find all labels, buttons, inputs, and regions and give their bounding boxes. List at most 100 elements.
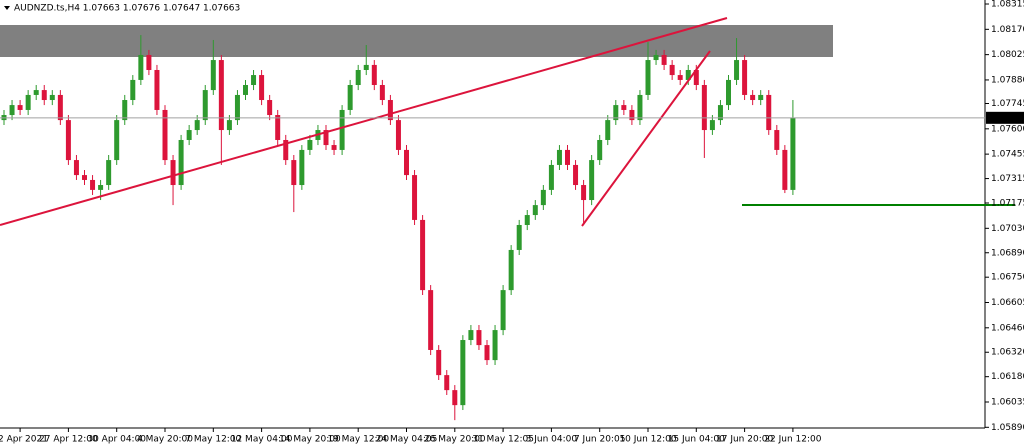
chart-title: AUDNZD.ts,H4 1.07663 1.07676 1.07647 1.0… (14, 4, 240, 14)
candle-body (162, 109, 168, 161)
candle-body (323, 130, 329, 146)
candle-body (565, 149, 570, 165)
candle-body (106, 160, 112, 186)
candle-body (573, 164, 579, 186)
candle-body (291, 160, 297, 186)
candle-body (508, 249, 514, 291)
y-tick-label: 1.06890 (991, 248, 1024, 258)
y-tick-label: 1.06035 (991, 397, 1024, 407)
candle-body (122, 100, 128, 121)
y-tick-label: 1.07880 (991, 75, 1024, 85)
current-price-box (986, 111, 1024, 124)
candle-body (218, 60, 224, 131)
candle-body (613, 105, 619, 121)
candle-body (73, 160, 79, 176)
y-tick-label: 1.07175 (991, 199, 1024, 209)
candle-body (750, 94, 756, 101)
x-tick-label: 12 May 04:00 (231, 435, 293, 445)
current-price-label: 1.07663 (989, 113, 1024, 123)
x-tick-label: 14 May 20:00 (279, 435, 341, 445)
candle-body (412, 175, 418, 220)
y-tick-label: 1.07600 (991, 124, 1024, 134)
candle-body (130, 79, 136, 101)
x-tick-label: 3 Jun 04:00 (526, 435, 578, 445)
candle-body (82, 175, 87, 180)
candle-body (395, 120, 401, 150)
candle-body (186, 130, 192, 140)
trend-line (0, 17, 728, 226)
candles (1, 35, 796, 421)
candle-body (581, 185, 587, 201)
candle-body (669, 64, 675, 76)
candle-body (299, 149, 305, 186)
candle-body (500, 290, 506, 331)
candle-body (492, 330, 498, 361)
candle-body (428, 290, 434, 350)
candle-body (444, 375, 450, 391)
candle-body (420, 219, 426, 291)
x-tick-label: 27 Apr 12:00 (39, 435, 98, 445)
candle-body (170, 160, 176, 186)
candle-body (178, 139, 184, 186)
candle-body (41, 90, 47, 101)
y-tick-label: 1.06460 (991, 323, 1024, 333)
candle-body (243, 85, 248, 95)
x-tick-label: 4 May 20:00 (137, 435, 193, 445)
candle-body (210, 60, 216, 91)
candle-body (267, 100, 273, 116)
candle-body (548, 164, 554, 190)
candle-body (645, 60, 651, 95)
candle-body (637, 94, 643, 121)
candle-body (436, 349, 442, 376)
y-tick-label: 1.08315 (991, 0, 1024, 10)
x-tick-label: 10 Jun 12:00 (619, 435, 676, 445)
candle-body (65, 120, 71, 161)
y-tick-label: 1.06180 (991, 372, 1024, 382)
y-tick-label: 1.07315 (991, 174, 1024, 184)
candle-body (57, 94, 63, 121)
x-tick-label: 17 Jun 20:00 (716, 435, 773, 445)
candle-body (782, 149, 788, 190)
x-tick-label: 31 May 12:05 (472, 435, 534, 445)
candle-body (25, 94, 31, 110)
candle-body (363, 64, 369, 70)
candle-body (685, 69, 691, 80)
candle-body (452, 390, 458, 406)
x-tick-label: 7 May 12:00 (185, 435, 241, 445)
candle-body (283, 139, 289, 161)
candle-body (734, 60, 740, 80)
y-tick-label: 1.08025 (991, 50, 1024, 60)
candle-body (661, 54, 667, 65)
candle-body (146, 54, 152, 70)
menu-arrow (4, 6, 10, 10)
candle-body (347, 85, 353, 110)
candle-body (339, 109, 345, 150)
candle-body (540, 189, 546, 206)
candle-body (138, 54, 144, 80)
x-tick-label: 7 Jun 20:05 (574, 435, 625, 445)
candle-body (114, 120, 120, 161)
candle-body (605, 120, 611, 140)
candle-body (17, 105, 23, 110)
candle-body (693, 69, 699, 86)
candle-body (524, 215, 530, 225)
candle-body (226, 120, 232, 131)
candle-body (758, 94, 764, 101)
candle-body (726, 79, 731, 106)
candle-body (275, 115, 281, 140)
x-tick-label: 26 May 20:00 (424, 435, 486, 445)
candle-body (371, 64, 377, 86)
candle-body (468, 330, 474, 341)
candle-body (709, 120, 715, 131)
candle-body (532, 205, 538, 216)
candle-body (154, 69, 160, 110)
y-tick-label: 1.06605 (991, 298, 1024, 308)
y-tick-label: 1.06320 (991, 348, 1024, 358)
candle-body (484, 345, 490, 361)
candle-body (597, 139, 603, 161)
candle-body (516, 224, 522, 250)
candle-body (379, 85, 385, 101)
candle-body (629, 109, 635, 121)
x-tick-label: 24 May 04:05 (376, 435, 438, 445)
